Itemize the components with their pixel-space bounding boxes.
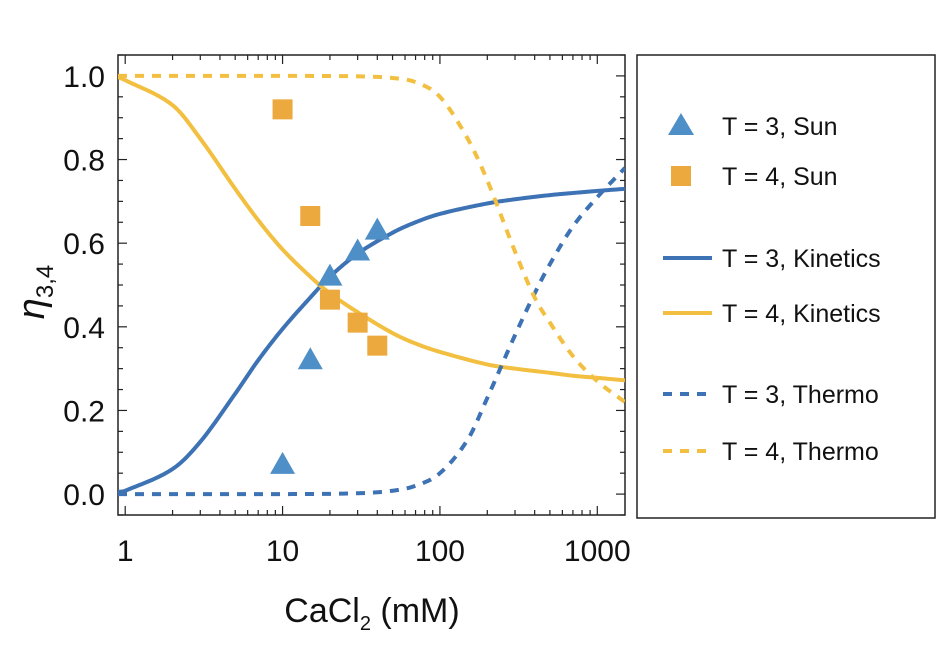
y-axis-label-sub: 3,4 xyxy=(32,265,59,298)
y-tick-label: 1.0 xyxy=(63,61,105,94)
x-axis-label-rest: (mM) xyxy=(371,592,460,630)
legend-label: T = 4, Thermo xyxy=(722,438,879,466)
x-axis-label-base: CaCl xyxy=(284,592,360,630)
data-point-triangle xyxy=(345,238,371,261)
data-point-triangle xyxy=(270,451,296,474)
series-line xyxy=(118,75,625,383)
y-tick-label: 0.8 xyxy=(63,145,105,178)
series-line xyxy=(118,73,625,404)
y-axis-label-base: η xyxy=(11,298,53,319)
legend-label: T = 3, Kinetics xyxy=(722,245,881,273)
legend-marker-square xyxy=(671,166,691,186)
tick-labels: 1 10 100 1000 0.0 0.2 0.4 0.6 0.8 1.0 xyxy=(63,61,630,568)
legend-label: T = 3, Thermo xyxy=(722,381,879,409)
data-point-square xyxy=(319,289,340,310)
legend-label: T = 3, Sun xyxy=(722,113,838,141)
y-tick-label: 0.2 xyxy=(63,395,105,428)
legend: T = 3, Sun T = 4, Sun T = 3, Kinetics T = 4… xyxy=(636,54,936,519)
x-tick-label: 100 xyxy=(415,535,465,568)
data-point-square xyxy=(347,312,368,333)
y-tick-label: 0.6 xyxy=(63,228,105,261)
data-point-square xyxy=(367,335,388,356)
data-point-triangle xyxy=(364,217,390,240)
ticks xyxy=(118,54,625,516)
data-point-square xyxy=(300,206,321,226)
legend-label: T = 4, Sun xyxy=(722,163,838,191)
x-axis-label: CaCl2 (mM) xyxy=(284,592,459,635)
data-point-triangle xyxy=(317,263,343,286)
plot-area xyxy=(118,73,625,497)
plot-frame xyxy=(117,54,626,516)
legend-marker-triangle xyxy=(668,113,694,135)
x-axis-label-sub: 2 xyxy=(360,613,371,635)
series-line xyxy=(118,186,625,494)
y-tick-label: 0.0 xyxy=(63,479,105,512)
x-tick-label: 1 xyxy=(117,535,134,568)
y-tick-label: 0.4 xyxy=(63,312,105,345)
x-tick-label: 10 xyxy=(266,535,299,568)
x-tick-label: 1000 xyxy=(564,535,631,568)
data-point-square xyxy=(272,99,293,120)
y-axis-label: η3,4 xyxy=(11,265,59,319)
data-point-triangle xyxy=(297,347,323,370)
legend-label: T = 4, Kinetics xyxy=(722,300,881,328)
